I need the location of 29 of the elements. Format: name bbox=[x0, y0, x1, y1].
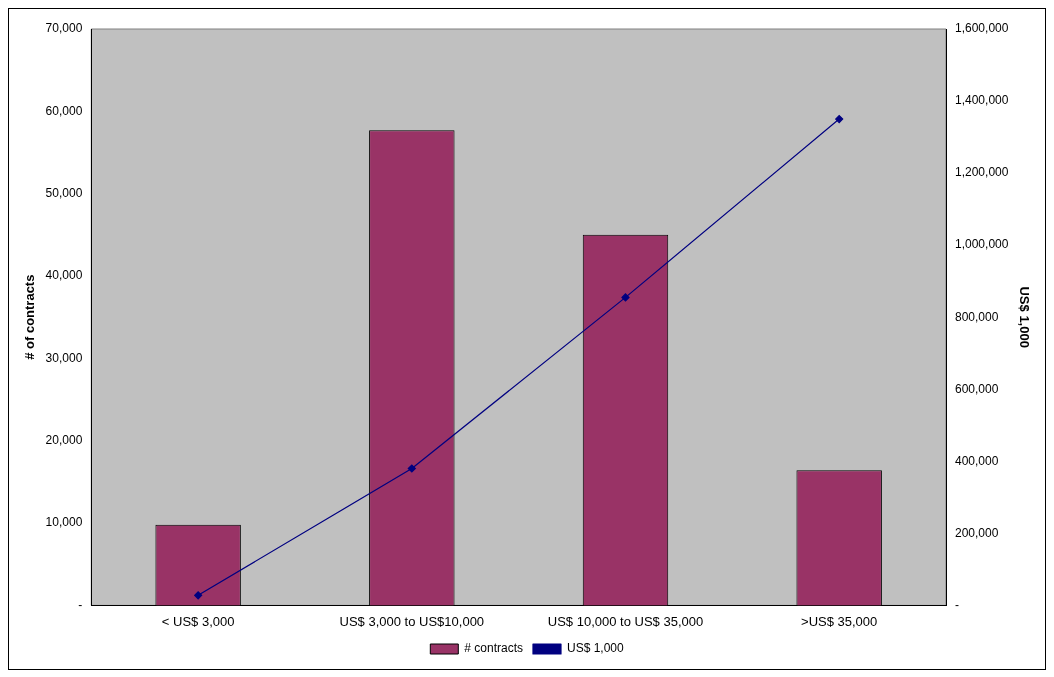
x-tick-label: >US$ 35,000 bbox=[801, 613, 878, 629]
y2-axis-title: US$ 1,000 bbox=[1016, 286, 1032, 348]
y2-tick-label: 600,000 bbox=[955, 381, 999, 396]
y2-tick-label: - bbox=[955, 597, 960, 612]
y-tick-label: 30,000 bbox=[45, 350, 83, 365]
y2-tick-label: 400,000 bbox=[955, 453, 999, 468]
legend-label: US$ 1,000 bbox=[566, 641, 625, 656]
y-tick-label: 60,000 bbox=[45, 103, 83, 118]
y-tick-label: - bbox=[78, 597, 83, 612]
y-tick-label: 40,000 bbox=[45, 268, 83, 283]
point bbox=[621, 293, 630, 302]
y2-tick-label: 200,000 bbox=[955, 525, 999, 540]
y-tick-label: 50,000 bbox=[45, 186, 83, 200]
y2-tick-label: 1,000,000 bbox=[955, 237, 1009, 252]
point bbox=[407, 464, 416, 473]
x-tick-label: < US$ 3,000 bbox=[161, 613, 235, 629]
y2-tick-label: 1,600,000 bbox=[955, 21, 1009, 36]
y-tick-label: 70,000 bbox=[45, 21, 83, 36]
y2-tick-label: 1,400,000 bbox=[955, 93, 1009, 108]
legend-label: # contracts bbox=[464, 641, 523, 656]
y2-tick-label: 800,000 bbox=[955, 309, 999, 324]
x-tick-label: US$ 3,000 to US$10,000 bbox=[339, 613, 485, 629]
y-tick-label: 10,000 bbox=[45, 515, 83, 530]
x-tick-label: US$ 10,000 to US$ 35,000 bbox=[547, 613, 704, 629]
point bbox=[194, 591, 203, 600]
y-tick-label: 20,000 bbox=[45, 433, 83, 448]
y2-tick-label: 1,200,000 bbox=[955, 165, 1009, 180]
y-axis-title: # of contracts bbox=[22, 274, 38, 360]
point bbox=[835, 114, 844, 124]
